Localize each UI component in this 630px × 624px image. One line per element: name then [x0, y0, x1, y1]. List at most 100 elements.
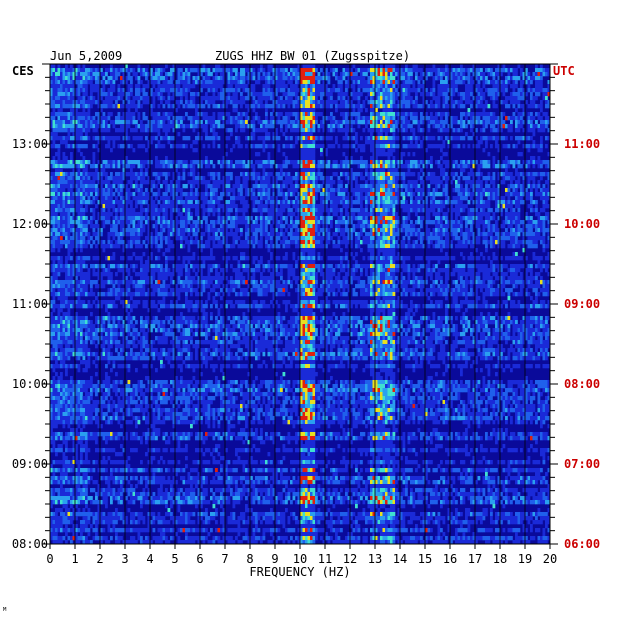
spectrogram-cell	[515, 72, 518, 77]
spectrogram-cell	[272, 200, 276, 205]
spectrogram-cell	[182, 184, 186, 189]
spectrogram-cell	[117, 184, 121, 189]
spectrogram-cell	[370, 64, 373, 69]
spectrogram-cell	[182, 176, 186, 181]
spectrogram-cell	[102, 124, 106, 129]
spectrogram-cell	[507, 124, 511, 129]
spectrogram-cell	[50, 124, 53, 129]
spectrogram-cell	[150, 104, 153, 109]
spectrogram-cell	[235, 120, 238, 125]
spectrogram-cell	[362, 76, 366, 81]
spectrogram-cell	[527, 192, 531, 197]
spectrogram-cell	[192, 168, 196, 173]
spectrogram-cell	[62, 152, 66, 157]
spectrogram-cell	[287, 112, 291, 117]
spectrogram-cell	[512, 200, 516, 205]
spectrogram-cell	[310, 148, 313, 153]
spectrogram-cell	[137, 172, 141, 177]
spectrogram-cell	[530, 208, 533, 213]
spectrogram-cell	[287, 204, 291, 209]
spectrogram-cell	[160, 196, 163, 201]
spectrogram-cell	[280, 96, 283, 101]
spectrogram-cell	[77, 168, 81, 173]
spectrogram-cell	[505, 100, 508, 105]
spectrogram-cell	[500, 172, 503, 177]
spectrogram-cell	[127, 68, 131, 73]
spectrogram-cell	[95, 128, 98, 133]
spectrogram-cell	[472, 64, 476, 69]
spectrogram-cell	[385, 84, 388, 89]
spectrogram-cell	[197, 76, 201, 81]
spectrogram-cell	[347, 100, 351, 105]
spectrogram-cell	[402, 76, 406, 81]
spectrogram-cell	[272, 104, 276, 109]
spectrogram-cell	[480, 76, 483, 81]
spectrogram-cell	[525, 92, 528, 97]
spectrogram-cell	[145, 196, 148, 201]
spectrogram-cell	[150, 160, 153, 165]
spectrogram-cell	[352, 212, 356, 217]
spectrogram-cell	[412, 120, 416, 125]
spectrogram-cell	[165, 80, 168, 85]
spectrogram-cell	[97, 188, 101, 193]
spectrogram-cell	[512, 188, 516, 193]
spectrogram-cell	[387, 96, 391, 101]
spectrogram-cell	[172, 72, 176, 77]
spectrogram-cell	[530, 76, 533, 81]
spectrogram-cell	[97, 80, 101, 85]
spectrogram-cell	[95, 136, 98, 141]
spectrogram-cell	[490, 92, 493, 97]
spectrogram-cell	[495, 196, 498, 201]
spectrogram-cell	[177, 88, 181, 93]
spectrogram-cell	[510, 180, 513, 185]
spectrogram-cell	[475, 172, 478, 177]
spectrogram-cell	[425, 164, 428, 169]
spectrogram-cell	[320, 144, 323, 149]
spectrogram-cell	[52, 192, 56, 197]
spectrogram-cell	[402, 124, 406, 129]
spectrogram-cell	[297, 164, 301, 169]
spectrogram-cell	[310, 100, 313, 105]
spectrogram-cell	[60, 88, 63, 93]
spectrogram-cell	[475, 72, 478, 77]
spectrogram-cell	[307, 128, 311, 133]
spectrogram-cell	[392, 148, 396, 153]
spectrogram-cell	[465, 196, 468, 201]
spectrogram-cell	[515, 200, 518, 205]
spectrogram-cell	[412, 160, 416, 165]
spectrogram-cell	[122, 92, 126, 97]
spectrogram-cell	[382, 176, 386, 181]
spectrogram-cell	[370, 180, 373, 185]
spectrogram-cell	[72, 136, 76, 141]
spectrogram-cell	[492, 72, 496, 77]
spectrogram-cell	[502, 120, 506, 125]
spectrogram-cell	[385, 160, 388, 165]
spectrogram-cell	[380, 140, 383, 145]
spectrogram-cell	[390, 100, 393, 105]
spectrogram-cell	[335, 76, 338, 81]
spectrogram-cell	[252, 144, 256, 149]
spectrogram-cell	[377, 80, 381, 85]
spectrogram-cell	[532, 184, 536, 189]
spectrogram-cell	[482, 72, 486, 77]
spectrogram-cell	[315, 76, 318, 81]
spectrogram-cell	[357, 124, 361, 129]
spectrogram-cell	[150, 120, 153, 125]
spectrogram-cell	[315, 80, 318, 85]
spectrogram-cell	[462, 196, 466, 201]
spectrogram-cell	[472, 124, 476, 129]
spectrogram-cell	[140, 184, 143, 189]
spectrogram-cell	[67, 144, 71, 149]
spectrogram-cell	[327, 160, 331, 165]
spectrogram-cell	[465, 204, 468, 209]
spectrogram-cell	[242, 176, 246, 181]
spectrogram-cell	[460, 120, 463, 125]
spectrogram-cell	[82, 64, 86, 69]
spectrogram-cell	[537, 180, 541, 185]
spectrogram-cell	[72, 196, 76, 201]
spectrogram-cell	[537, 128, 541, 133]
spectrogram-cell	[62, 120, 66, 125]
spectrogram-cell	[402, 96, 406, 101]
spectrogram-cell	[235, 84, 238, 89]
spectrogram-cell	[315, 164, 318, 169]
